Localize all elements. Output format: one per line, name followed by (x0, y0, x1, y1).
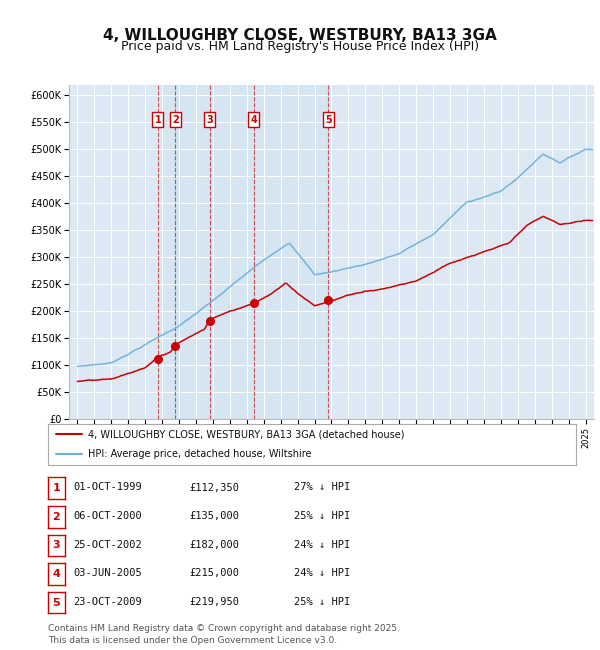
Text: £135,000: £135,000 (189, 511, 239, 521)
Text: 25% ↓ HPI: 25% ↓ HPI (294, 511, 350, 521)
Text: 03-JUN-2005: 03-JUN-2005 (73, 568, 142, 578)
Text: £112,350: £112,350 (189, 482, 239, 493)
Text: 3: 3 (53, 540, 60, 551)
Text: 24% ↓ HPI: 24% ↓ HPI (294, 568, 350, 578)
Text: 1: 1 (155, 114, 161, 125)
Text: 4: 4 (52, 569, 61, 579)
Text: 25% ↓ HPI: 25% ↓ HPI (294, 597, 350, 607)
Text: 4, WILLOUGHBY CLOSE, WESTBURY, BA13 3GA (detached house): 4, WILLOUGHBY CLOSE, WESTBURY, BA13 3GA … (88, 430, 404, 439)
Text: £219,950: £219,950 (189, 597, 239, 607)
Text: 27% ↓ HPI: 27% ↓ HPI (294, 482, 350, 493)
Text: 4: 4 (251, 114, 257, 125)
Text: £182,000: £182,000 (189, 540, 239, 550)
Text: 25-OCT-2002: 25-OCT-2002 (73, 540, 142, 550)
Text: 01-OCT-1999: 01-OCT-1999 (73, 482, 142, 493)
Text: 5: 5 (53, 597, 60, 608)
Text: 2: 2 (53, 512, 60, 522)
Bar (158, 84, 175, 419)
Text: 3: 3 (206, 114, 213, 125)
Bar (210, 84, 254, 419)
Text: 4, WILLOUGHBY CLOSE, WESTBURY, BA13 3GA: 4, WILLOUGHBY CLOSE, WESTBURY, BA13 3GA (103, 28, 497, 44)
Text: 1: 1 (53, 483, 60, 493)
Text: 24% ↓ HPI: 24% ↓ HPI (294, 540, 350, 550)
Bar (254, 84, 328, 419)
Text: HPI: Average price, detached house, Wiltshire: HPI: Average price, detached house, Wilt… (88, 449, 311, 459)
Text: 5: 5 (325, 114, 332, 125)
Bar (175, 84, 210, 419)
Text: Contains HM Land Registry data © Crown copyright and database right 2025.
This d: Contains HM Land Registry data © Crown c… (48, 624, 400, 645)
Text: £215,000: £215,000 (189, 568, 239, 578)
Text: 2: 2 (172, 114, 179, 125)
Text: 23-OCT-2009: 23-OCT-2009 (73, 597, 142, 607)
Text: 06-OCT-2000: 06-OCT-2000 (73, 511, 142, 521)
Text: Price paid vs. HM Land Registry's House Price Index (HPI): Price paid vs. HM Land Registry's House … (121, 40, 479, 53)
